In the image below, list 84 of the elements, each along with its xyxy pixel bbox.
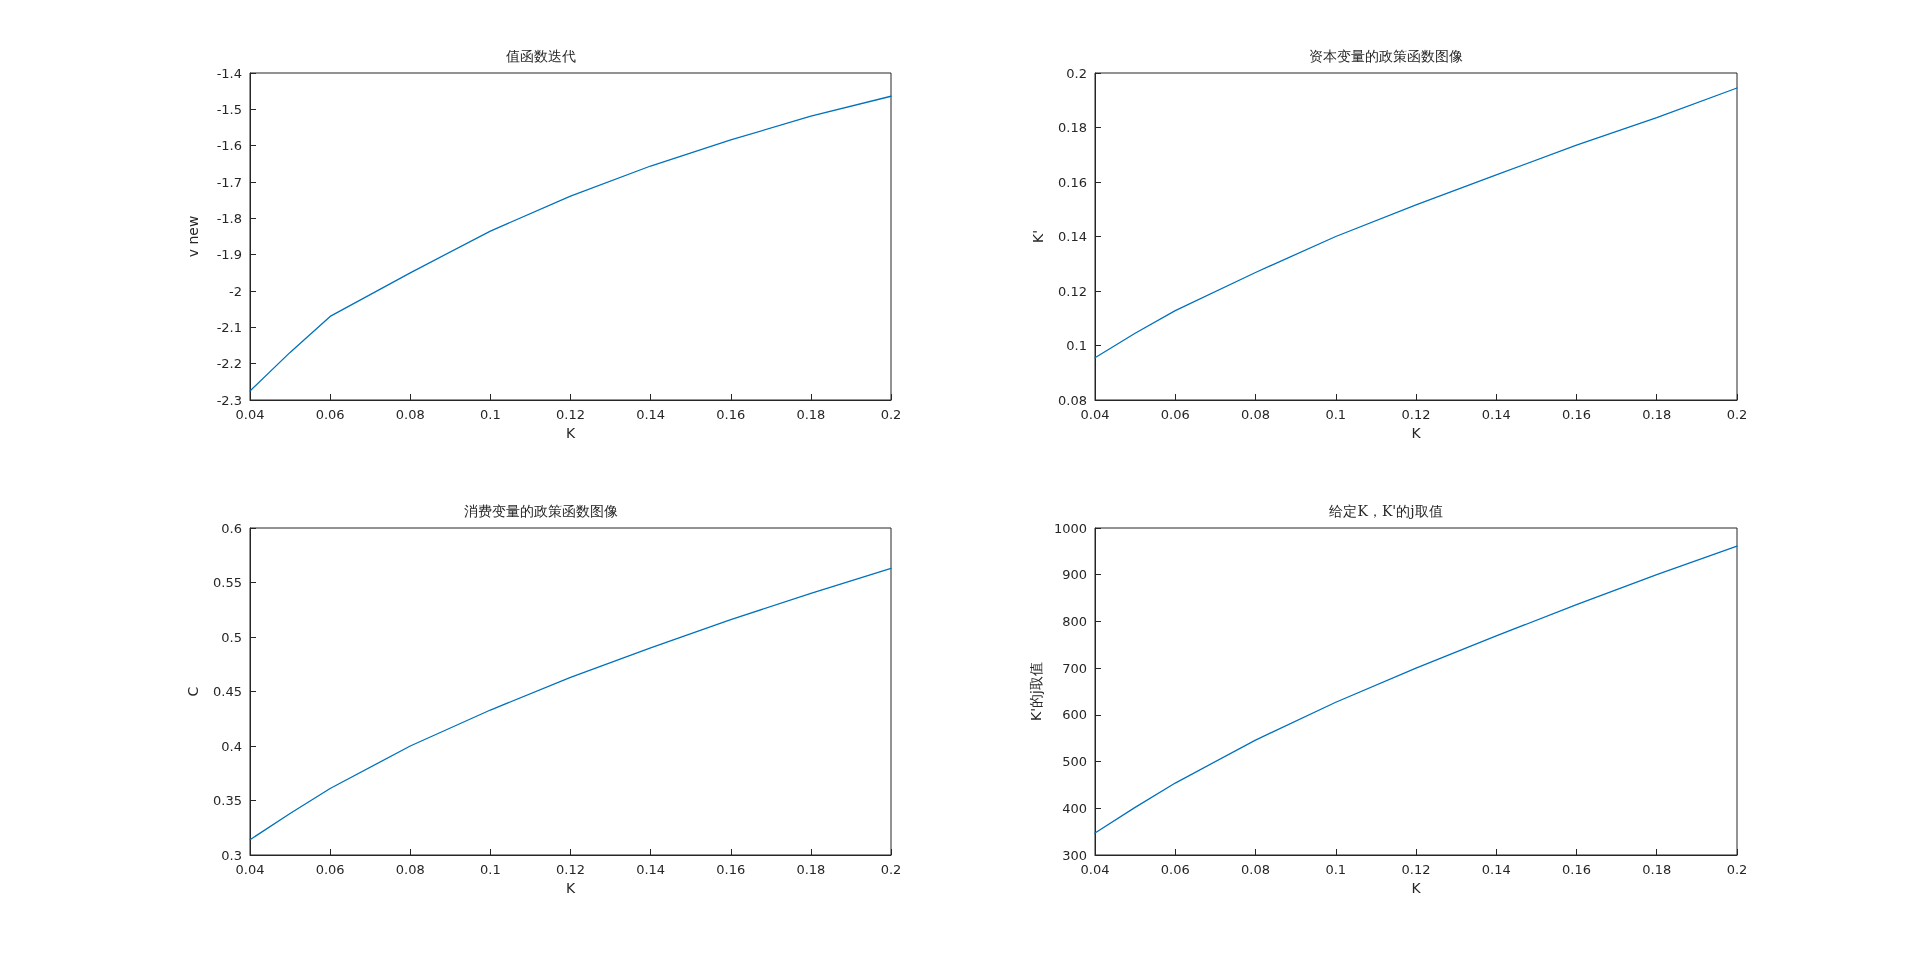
x-tick-label: 0.1 — [1325, 862, 1347, 877]
y-tick-label: 0.14 — [1058, 229, 1087, 244]
x-tick-label: 0.08 — [1241, 407, 1270, 422]
x-tick-label: 0.06 — [1160, 407, 1190, 422]
y-tick-label: -2.3 — [216, 392, 242, 408]
x-tick-label: 0.2 — [880, 862, 902, 877]
y-tick-label: 0.55 — [213, 575, 242, 590]
x-tick-label: 0.2 — [1726, 862, 1748, 877]
y-tick-label: 0.4 — [221, 738, 242, 754]
line-series — [1094, 87, 1738, 359]
x-axis-title: K — [565, 425, 576, 441]
x-tick-label: 0.18 — [796, 862, 826, 877]
y-tick-label: -1.9 — [216, 247, 242, 263]
y-tick-label: -1.6 — [216, 138, 242, 154]
y-tick-label: 1000 — [1053, 520, 1087, 536]
y-tick-label: -1.5 — [216, 101, 242, 117]
y-tick-label: 0.18 — [1058, 120, 1087, 135]
chart-title: 资本变量的政策函数图像 — [1309, 48, 1463, 64]
y-tick-label: 0.16 — [1058, 174, 1087, 190]
x-tick-label: 0.08 — [1241, 862, 1270, 877]
x-tick-label: 0.16 — [1562, 407, 1591, 422]
chart-title: 给定K，K'的j取值 — [1329, 503, 1443, 519]
x-tick-label: 0.04 — [235, 407, 265, 422]
y-tick-label: -2 — [229, 283, 242, 299]
x-tick-label: 0.12 — [556, 862, 585, 877]
x-tick-label: 0.16 — [1562, 862, 1591, 877]
y-axis-title: C — [185, 686, 201, 697]
y-tick-label: 0.6 — [221, 520, 242, 536]
x-tick-label: 0.16 — [716, 407, 746, 422]
y-axis-title: K'的j取值 — [1028, 662, 1045, 721]
x-axis-title: K — [1411, 880, 1422, 896]
x-tick-label: 0.2 — [880, 407, 902, 422]
y-tick-label: 0.08 — [1058, 392, 1087, 408]
y-axis-title: K' — [1030, 229, 1046, 244]
y-tick-label: 0.45 — [213, 684, 242, 699]
y-tick-label: 0.12 — [1058, 283, 1087, 299]
y-tick-label: 300 — [1062, 847, 1087, 863]
x-tick-label: 0.06 — [315, 407, 345, 422]
x-tick-label: 0.12 — [1401, 407, 1431, 422]
x-tick-label: 0.14 — [1481, 407, 1511, 422]
x-tick-label: 0.08 — [395, 862, 425, 877]
y-tick-label: 0.35 — [213, 793, 242, 808]
y-axis-title: v new — [185, 215, 201, 258]
x-tick-label: 0.06 — [315, 862, 345, 877]
x-tick-label: 0.18 — [1642, 407, 1672, 422]
x-tick-label: 0.16 — [716, 862, 746, 877]
y-tick-label: 0.2 — [1066, 65, 1087, 81]
y-tick-label: 0.3 — [221, 847, 242, 863]
line-series — [249, 95, 892, 392]
x-tick-label: 0.12 — [556, 407, 585, 422]
x-tick-label: 0.12 — [1401, 862, 1431, 877]
y-tick-label: -1.7 — [216, 174, 242, 190]
y-tick-label: 0.5 — [221, 629, 242, 645]
x-tick-label: 0.2 — [1726, 407, 1748, 422]
y-tick-label: 600 — [1062, 707, 1087, 723]
x-axis-title: K — [1411, 425, 1422, 441]
y-tick-label: 500 — [1062, 754, 1087, 770]
x-tick-label: 0.14 — [1481, 862, 1511, 877]
x-tick-label: 0.06 — [1160, 862, 1190, 877]
y-tick-label: 800 — [1062, 613, 1087, 629]
x-tick-label: 0.1 — [480, 407, 501, 422]
x-tick-label: 0.04 — [1080, 407, 1110, 422]
x-tick-label: 0.04 — [235, 862, 265, 877]
x-tick-label: 0.18 — [1642, 862, 1672, 877]
x-tick-label: 0.14 — [636, 862, 666, 877]
line-series — [249, 567, 892, 841]
y-tick-label: -1.4 — [216, 65, 242, 81]
line-series — [1094, 545, 1738, 834]
y-tick-label: 400 — [1062, 800, 1087, 816]
x-tick-label: 0.08 — [395, 407, 425, 422]
x-tick-label: 0.18 — [796, 407, 826, 422]
y-tick-label: 900 — [1062, 567, 1087, 583]
x-axis-title: K — [565, 880, 576, 896]
y-tick-label: -1.8 — [216, 210, 242, 226]
chart-title: 消费变量的政策函数图像 — [463, 503, 618, 519]
x-tick-label: 0.14 — [636, 407, 666, 422]
chart-title: 值函数迭代 — [505, 48, 576, 64]
x-tick-label: 0.04 — [1080, 862, 1110, 877]
y-tick-label: -2.1 — [216, 319, 242, 335]
x-tick-label: 0.1 — [480, 862, 501, 877]
x-tick-label: 0.1 — [1325, 407, 1347, 422]
y-tick-label: -2.2 — [216, 356, 242, 372]
y-tick-label: 700 — [1062, 660, 1087, 676]
y-tick-label: 0.1 — [1066, 338, 1087, 353]
